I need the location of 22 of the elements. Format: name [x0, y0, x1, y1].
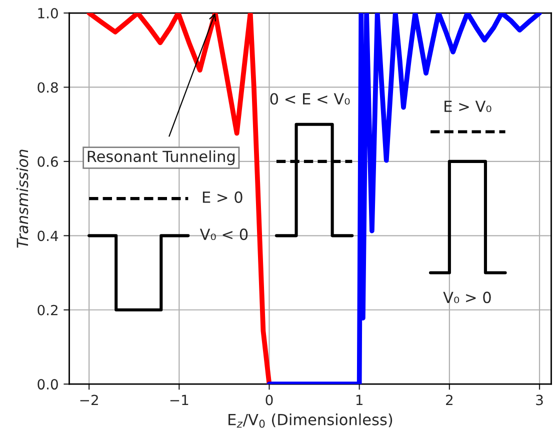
y-tick-label: 0.6: [38, 156, 58, 167]
y-tick-label: 0.0: [38, 379, 58, 390]
annotation: Resonant Tunneling: [88, 150, 235, 166]
x-axis-title: E$_{z}$/V$_{0}$ (Dimensionless): [228, 414, 392, 428]
line-series: [86, 13, 272, 384]
y-tick-label: 1.0: [38, 8, 58, 18]
annotation: 0 < E < V₀: [270, 93, 350, 105]
y-tick-label: 0.4: [38, 230, 58, 242]
y-axis-title: Transmission: [16, 150, 28, 248]
x-tick-label: 3: [536, 394, 543, 406]
x-tick-label: −2: [80, 394, 98, 406]
annotation: E > V₀: [444, 100, 492, 112]
x-tick-label: −1: [170, 394, 188, 406]
x-tick-label: 1: [356, 394, 362, 406]
y-tick-label: 0.2: [38, 304, 58, 316]
annotation: E > 0: [202, 191, 242, 203]
line-series: [266, 13, 542, 384]
x-tick-label: 2: [446, 394, 452, 406]
x-tick-label: 0: [266, 394, 273, 406]
annotation: V₀ > 0: [443, 292, 491, 304]
y-tick-label: 0.8: [38, 82, 58, 93]
annotation: V₀ < 0: [200, 228, 248, 240]
